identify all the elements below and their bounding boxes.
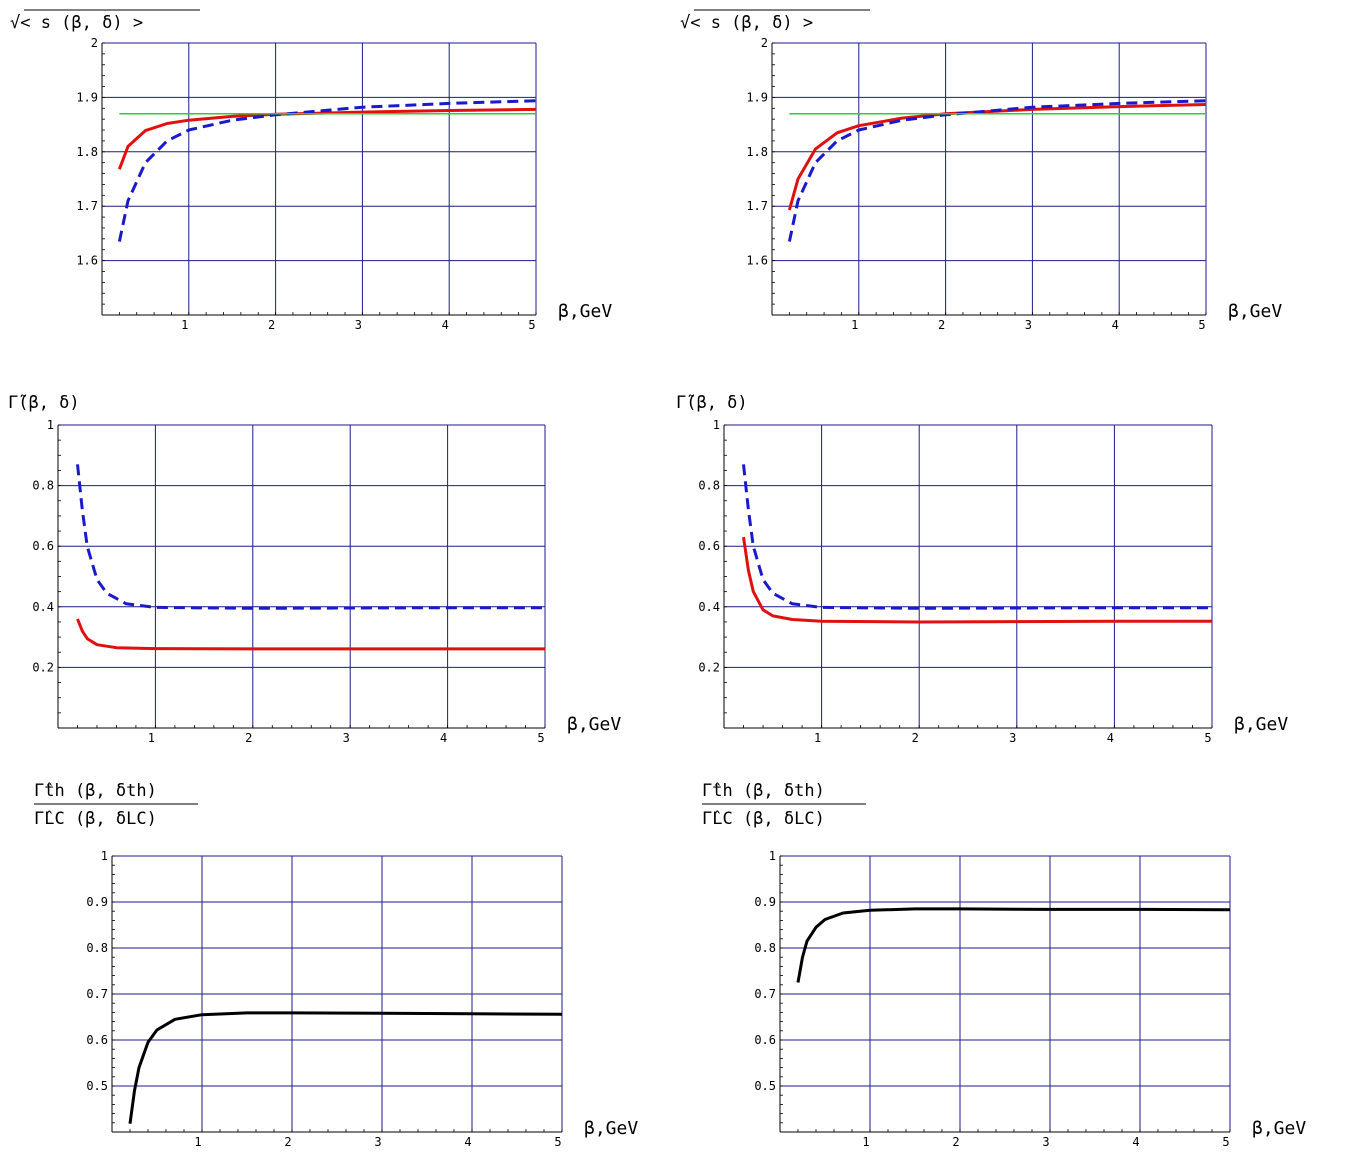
y-tick-label: 1.6	[746, 254, 768, 268]
x-tick-label: 4	[1132, 1135, 1139, 1149]
y-tick-label: 1.7	[746, 199, 768, 213]
x-tick-label: 3	[1042, 1135, 1049, 1149]
x-tick-label: 4	[440, 731, 447, 745]
x-axis-title: β,GeV	[1252, 1118, 1306, 1139]
y-tick-label: 1	[101, 849, 108, 863]
y-axis-title: √< s (β, δ) >	[680, 13, 813, 33]
y-tick-label: 1	[47, 418, 54, 432]
series-line-1	[796, 907, 1231, 983]
x-axis-title: β,GeV	[584, 1118, 638, 1139]
x-tick-label: 2	[284, 1135, 291, 1149]
x-tick-label: 3	[1009, 731, 1016, 745]
y-tick-label: 0.8	[754, 941, 776, 955]
x-axis-title: β,GeV	[558, 301, 612, 322]
x-tick-label: 4	[1107, 731, 1114, 745]
y-tick-label: 0.8	[32, 479, 54, 493]
y-tick-label: 0.9	[754, 895, 776, 909]
chart-2: 1 2 3 4 5 1.6 1.7 1.8 1.9 2 β,GeV √< s (β, δ) >	[680, 9, 1282, 332]
chart-5: 1 2 3 4 5 0.5 0.6 0.7 0.8 0.9 1 β,GeV Γ̂th (β, δth) Γ…	[34, 781, 638, 1149]
y-axis-title-denominator: Γ̂LC (β, δLC)	[702, 809, 825, 829]
y-tick-label: 0.4	[698, 600, 720, 614]
y-axis-title: Γ̃(β, δ)	[8, 393, 80, 413]
y-axis-title-numerator: Γ̂th (β, δth)	[34, 781, 157, 801]
x-tick-label: 5	[1204, 731, 1211, 745]
y-tick-label: 0.2	[698, 660, 720, 674]
x-tick-label: 1	[851, 318, 858, 332]
y-tick-label: 0.5	[86, 1079, 108, 1093]
x-tick-label: 3	[343, 731, 350, 745]
y-tick-label: 0.7	[86, 987, 108, 1001]
x-tick-label: 1	[181, 318, 188, 332]
x-tick-label: 1	[862, 1135, 869, 1149]
y-tick-label: 1.9	[746, 90, 768, 104]
x-tick-label: 4	[1112, 318, 1119, 332]
x-axis-title: β,GeV	[567, 714, 621, 735]
x-tick-label: 3	[355, 318, 362, 332]
x-tick-label: 5	[537, 731, 544, 745]
x-tick-label: 2	[912, 731, 919, 745]
x-tick-label: 2	[268, 318, 275, 332]
x-tick-label: 4	[464, 1135, 471, 1149]
chart-4: 1 2 3 4 5 0.2 0.4 0.6 0.8 1 β,GeV Γ̃(β, δ)	[676, 393, 1288, 745]
y-tick-label: 0.2	[32, 660, 54, 674]
y-axis-title-numerator: Γ̂th (β, δth)	[702, 781, 825, 801]
y-tick-label: 2	[91, 36, 98, 50]
series-line-1	[117, 107, 537, 170]
chart-3: 1 2 3 4 5 0.2 0.4 0.6 0.8 1 β,GeV Γ̃(β, δ)	[8, 393, 621, 745]
chart-1: 1 2 3 4 5 1.6 1.7 1.8 1.9 2 β,GeV √< s (β, δ) >	[10, 9, 612, 332]
x-axis-title: β,GeV	[1228, 301, 1282, 322]
series-line-2	[117, 99, 537, 242]
series-line-2	[742, 464, 1212, 610]
x-tick-label: 3	[374, 1135, 381, 1149]
y-tick-label: 1	[713, 418, 720, 432]
series-line-1	[787, 103, 1207, 211]
x-tick-label: 1	[148, 731, 155, 745]
y-tick-label: 0.9	[86, 895, 108, 909]
series-line-1	[742, 536, 1212, 624]
series-line-1	[76, 618, 545, 651]
x-tick-label: 2	[245, 731, 252, 745]
series-line-1	[128, 1011, 563, 1124]
series-line-2	[76, 464, 545, 610]
x-tick-label: 5	[1198, 318, 1205, 332]
y-axis-title: Γ̃(β, δ)	[676, 393, 748, 413]
y-tick-label: 0.6	[32, 539, 54, 553]
x-tick-label: 2	[952, 1135, 959, 1149]
y-tick-label: 1.9	[76, 90, 98, 104]
y-tick-label: 2	[761, 36, 768, 50]
y-tick-label: 0.4	[32, 600, 54, 614]
y-tick-label: 1	[769, 849, 776, 863]
x-tick-label: 5	[528, 318, 535, 332]
y-tick-label: 1.8	[76, 145, 98, 159]
x-tick-label: 5	[554, 1135, 561, 1149]
y-tick-label: 1.7	[76, 199, 98, 213]
x-tick-label: 3	[1025, 318, 1032, 332]
y-axis-title: √< s (β, δ) >	[10, 13, 143, 33]
x-tick-label: 2	[938, 318, 945, 332]
x-tick-label: 1	[814, 731, 821, 745]
chart-6: 1 2 3 4 5 0.5 0.6 0.7 0.8 0.9 1 β,GeV Γ̂th (β, δth) Γ…	[702, 781, 1306, 1149]
y-tick-label: 0.8	[86, 941, 108, 955]
y-tick-label: 0.7	[754, 987, 776, 1001]
x-tick-label: 5	[1222, 1135, 1229, 1149]
y-tick-label: 1.8	[746, 145, 768, 159]
y-tick-label: 0.6	[86, 1033, 108, 1047]
x-axis-title: β,GeV	[1234, 714, 1288, 735]
y-axis-title-denominator: Γ̂LC (β, δLC)	[34, 809, 157, 829]
y-tick-label: 0.6	[754, 1033, 776, 1047]
y-tick-label: 0.8	[698, 479, 720, 493]
y-tick-label: 0.6	[698, 539, 720, 553]
y-tick-label: 1.6	[76, 254, 98, 268]
y-tick-label: 0.5	[754, 1079, 776, 1093]
x-tick-label: 1	[194, 1135, 201, 1149]
x-tick-label: 4	[442, 318, 449, 332]
series-line-2	[787, 99, 1207, 242]
